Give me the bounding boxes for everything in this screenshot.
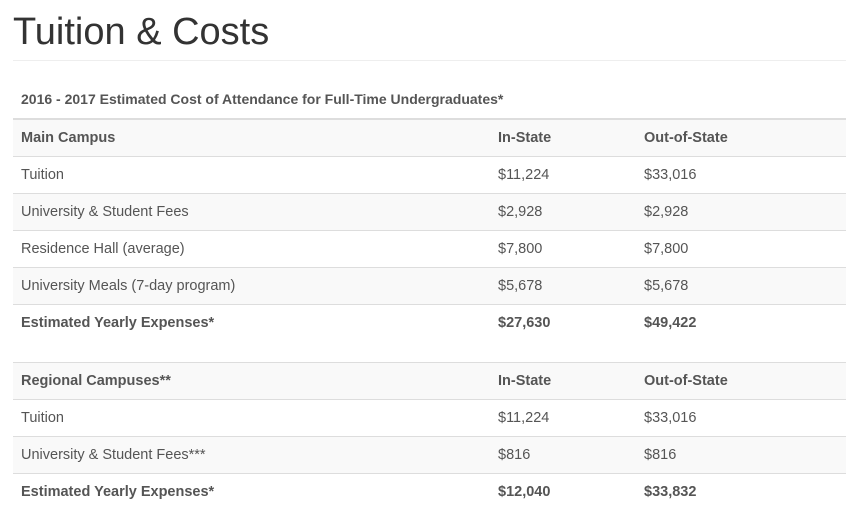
in-state-value: $7,800 — [490, 229, 636, 267]
out-of-state-value: $2,928 — [636, 192, 846, 230]
page-title: Tuition & Costs — [13, 11, 270, 53]
table-row: Tuition $11,224 $33,016 — [13, 399, 846, 437]
total-label: Estimated Yearly Expenses* — [13, 473, 490, 511]
main-campus-table: Main Campus In-State Out-of-State Tuitio… — [13, 118, 846, 341]
table-header-row: Main Campus In-State Out-of-State — [13, 118, 846, 156]
regional-campuses-table: Regional Campuses** In-State Out-of-Stat… — [13, 362, 846, 511]
header-in-state: In-State — [490, 118, 636, 156]
table-caption: 2016 - 2017 Estimated Cost of Attendance… — [21, 91, 504, 107]
total-label: Estimated Yearly Expenses* — [13, 303, 490, 341]
total-out-of-state: $33,832 — [636, 473, 846, 511]
header-out-of-state: Out-of-State — [636, 118, 846, 156]
out-of-state-value: $33,016 — [636, 155, 846, 193]
total-in-state: $27,630 — [490, 303, 636, 341]
row-label: Tuition — [13, 399, 490, 437]
in-state-value: $816 — [490, 436, 636, 474]
header-in-state: In-State — [490, 362, 636, 400]
in-state-value: $11,224 — [490, 399, 636, 437]
header-out-of-state: Out-of-State — [636, 362, 846, 400]
title-divider — [13, 60, 846, 61]
table-row: Residence Hall (average) $7,800 $7,800 — [13, 229, 846, 267]
row-label: Tuition — [13, 155, 490, 193]
total-row: Estimated Yearly Expenses* $12,040 $33,8… — [13, 473, 846, 511]
in-state-value: $5,678 — [490, 266, 636, 304]
row-label: University & Student Fees — [13, 192, 490, 230]
table-row: University & Student Fees $2,928 $2,928 — [13, 192, 846, 230]
out-of-state-value: $7,800 — [636, 229, 846, 267]
row-label: University & Student Fees*** — [13, 436, 490, 474]
total-in-state: $12,040 — [490, 473, 636, 511]
header-campus: Regional Campuses** — [13, 362, 490, 400]
in-state-value: $2,928 — [490, 192, 636, 230]
total-out-of-state: $49,422 — [636, 303, 846, 341]
out-of-state-value: $5,678 — [636, 266, 846, 304]
out-of-state-value: $33,016 — [636, 399, 846, 437]
in-state-value: $11,224 — [490, 155, 636, 193]
table-header-row: Regional Campuses** In-State Out-of-Stat… — [13, 362, 846, 400]
out-of-state-value: $816 — [636, 436, 846, 474]
table-row: University Meals (7-day program) $5,678 … — [13, 266, 846, 304]
total-row: Estimated Yearly Expenses* $27,630 $49,4… — [13, 303, 846, 341]
header-campus: Main Campus — [13, 118, 490, 156]
row-label: University Meals (7-day program) — [13, 266, 490, 304]
table-row: Tuition $11,224 $33,016 — [13, 155, 846, 193]
row-label: Residence Hall (average) — [13, 229, 490, 267]
table-row: University & Student Fees*** $816 $816 — [13, 436, 846, 474]
